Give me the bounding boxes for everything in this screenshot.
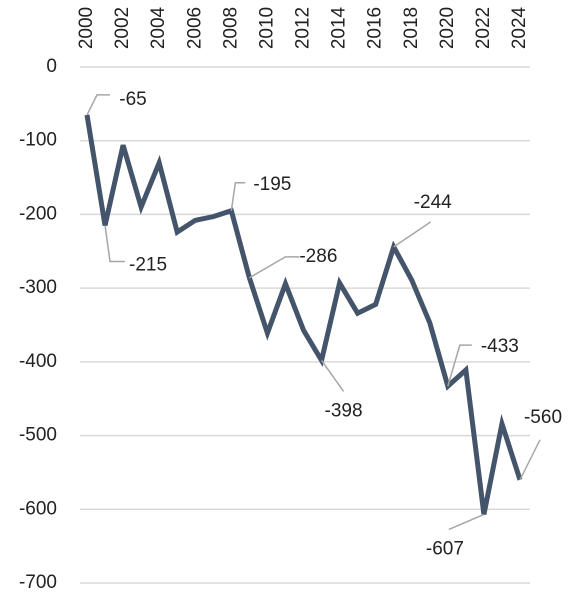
x-tick-label: 2006: [184, 7, 205, 49]
x-tick-label: 2016: [365, 7, 386, 49]
data-label: -65: [119, 89, 146, 110]
y-tick-label: -300: [19, 277, 57, 298]
data-label: -244: [414, 192, 452, 213]
y-tick-label: -700: [19, 572, 57, 593]
data-label: -398: [325, 400, 363, 421]
x-tick-label: 2014: [329, 6, 350, 49]
leader-line: [230, 181, 246, 211]
y-tick-label: -200: [19, 203, 57, 224]
leader-line: [448, 513, 485, 531]
data-label: -195: [253, 174, 291, 195]
y-tick-label: -500: [19, 425, 57, 446]
leader-line: [447, 344, 472, 387]
leader-line: [104, 225, 126, 263]
leader-line: [393, 221, 432, 248]
y-tick-label: 0: [46, 56, 57, 77]
leader-line: [86, 94, 110, 116]
x-tick-label: 2000: [76, 7, 97, 49]
x-tick-label: 2022: [473, 7, 494, 49]
x-tick-label: 2002: [112, 7, 133, 49]
y-tick-label: -400: [19, 351, 57, 372]
x-tick-label: 2004: [148, 6, 169, 49]
x-tick-label: 2008: [220, 7, 241, 49]
x-tick-label: 2012: [293, 7, 314, 49]
leader-line: [248, 256, 300, 279]
x-tick-label: 2010: [256, 7, 277, 49]
data-label: -433: [481, 336, 519, 357]
data-label: -560: [524, 407, 562, 428]
y-tick-label: -600: [19, 498, 57, 519]
leader-line: [519, 439, 541, 481]
data-label: -286: [299, 246, 337, 267]
data-label: -607: [426, 538, 464, 559]
data-line: [84, 114, 523, 515]
leader-line: [320, 359, 345, 392]
x-tick-label: 2020: [437, 7, 458, 49]
y-tick-label: -100: [19, 130, 57, 151]
x-tick-label: 2024: [509, 6, 530, 49]
data-label: -215: [129, 255, 167, 276]
x-tick-label: 2018: [401, 7, 422, 49]
